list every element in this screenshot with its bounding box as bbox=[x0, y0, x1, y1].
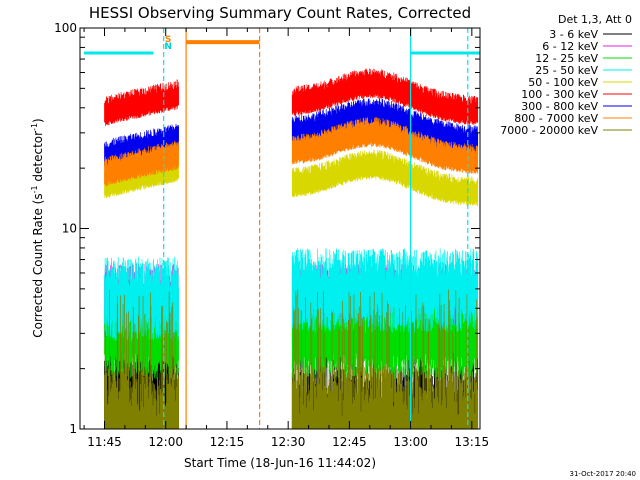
series-25-50kev bbox=[104, 248, 479, 341]
series-segment bbox=[104, 123, 179, 169]
series-segment bbox=[104, 289, 179, 429]
timestamp: 31-Oct-2017 20:40 bbox=[570, 470, 636, 478]
legend-label: 50 - 100 keV bbox=[528, 76, 598, 89]
y-axis-label: Corrected Count Rate (s-1 detector-1) bbox=[30, 118, 45, 337]
series-segment bbox=[104, 141, 179, 187]
x-axis-label: Start Time (18-Jun-16 11:44:02) bbox=[184, 456, 376, 470]
series-7000-20000kev bbox=[104, 288, 479, 429]
x-tick-label: 12:15 bbox=[210, 435, 245, 449]
series-segment bbox=[291, 117, 479, 174]
y-axis-label-main: Corrected Count Rate (s bbox=[31, 193, 45, 337]
x-tick-label: 12:30 bbox=[271, 435, 306, 449]
legend-label: 3 - 6 keV bbox=[549, 28, 598, 41]
legend-label: 100 - 300 keV bbox=[521, 88, 598, 101]
series-300-800kev bbox=[104, 98, 479, 169]
legend-label: 6 - 12 keV bbox=[542, 40, 598, 53]
y-tick-label: 1 bbox=[69, 422, 77, 436]
legend-header: Det 1,3, Att 0 bbox=[558, 13, 632, 26]
y-tick-label: 10 bbox=[62, 222, 77, 236]
series-segment bbox=[291, 68, 479, 125]
y-axis-label-end: ) bbox=[31, 118, 45, 123]
x-tick-label: 13:15 bbox=[455, 435, 490, 449]
y-tick-label: 100 bbox=[54, 21, 77, 35]
y-axis-label-mid: detector bbox=[31, 131, 45, 186]
axes: 11:45 12:00 12:15 12:30 12:45 13:00 13:15 1 10 10… bbox=[54, 21, 489, 449]
x-tick-label: 12:00 bbox=[148, 435, 183, 449]
legend-label: 300 - 800 keV bbox=[521, 100, 598, 113]
legend-label: 25 - 50 keV bbox=[535, 64, 598, 77]
series-segment bbox=[291, 288, 479, 429]
x-tick-label: 12:45 bbox=[332, 435, 367, 449]
legend-label: 800 - 7000 keV bbox=[514, 112, 598, 125]
y-axis-label-sup2: -1 bbox=[30, 123, 39, 131]
series-100-300kev bbox=[104, 68, 479, 127]
y-axis-label-sup1: -1 bbox=[30, 185, 39, 193]
series-segment bbox=[291, 149, 479, 207]
series-segment bbox=[104, 256, 179, 341]
x-tick-label: 13:00 bbox=[393, 435, 428, 449]
legend-label: 12 - 25 keV bbox=[535, 52, 598, 65]
flag-s: S bbox=[165, 35, 171, 45]
chart-title: HESSI Observing Summary Count Rates, Cor… bbox=[89, 4, 471, 22]
series-segment bbox=[104, 79, 179, 127]
x-tick-label: 11:45 bbox=[87, 435, 122, 449]
flag-n: N bbox=[164, 42, 172, 52]
legend-label: 7000 - 20000 keV bbox=[500, 124, 598, 137]
series-800-7000kev bbox=[104, 117, 479, 187]
plot-area bbox=[84, 28, 480, 429]
series-segment bbox=[291, 98, 479, 155]
